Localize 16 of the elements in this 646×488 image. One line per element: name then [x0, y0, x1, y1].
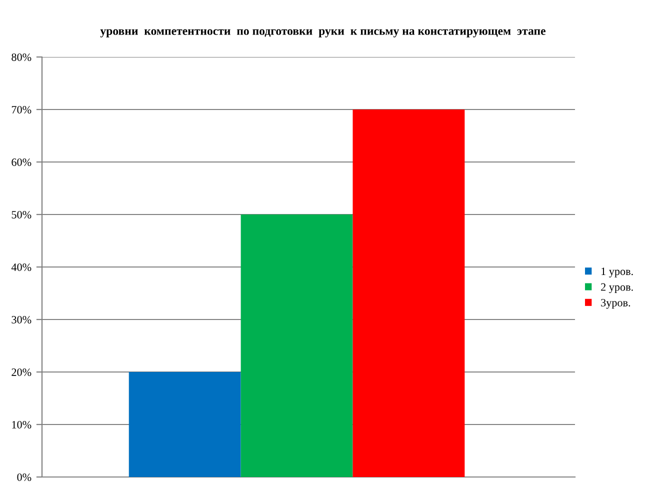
y-tick-label: 0% — [17, 473, 32, 481]
legend-label: 1 уров. — [602, 268, 633, 278]
bar — [240, 214, 353, 477]
bar — [352, 110, 465, 477]
bar — [128, 372, 241, 477]
y-tick-label: 40% — [11, 263, 32, 271]
y-tick-label: 30% — [12, 316, 32, 324]
y-tick-label: 10% — [12, 420, 32, 428]
legend-label: 3уров. — [601, 298, 630, 309]
y-tick-label: 60% — [12, 158, 32, 166]
y-tick-label: 70% — [12, 106, 32, 114]
y-tick-label: 20% — [12, 368, 32, 376]
y-tick-label: 80% — [12, 53, 32, 61]
chart-title: уровни компетентности по подготовки руки к письму на констатирующем этапе — [100, 29, 546, 38]
legend-label: 2 уров. — [601, 283, 633, 294]
y-tick-label: 50% — [12, 210, 32, 218]
